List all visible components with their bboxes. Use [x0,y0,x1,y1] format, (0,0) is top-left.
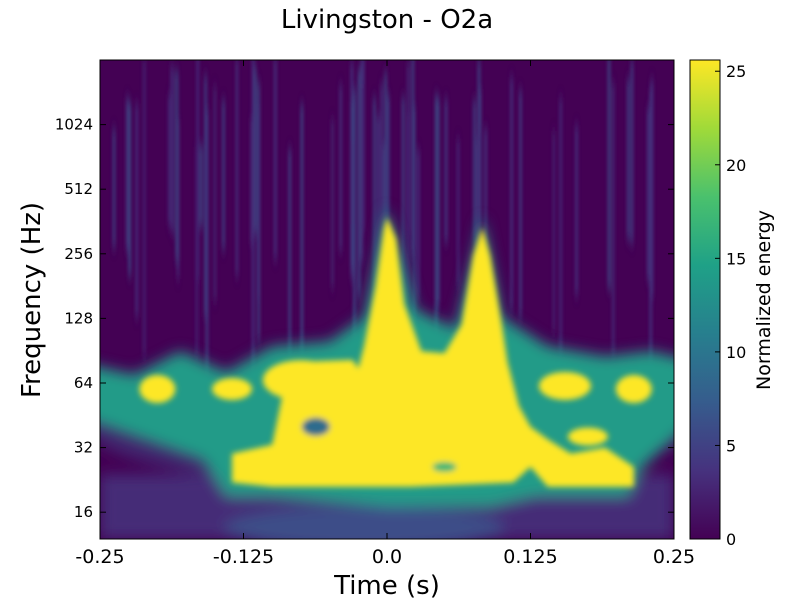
noise-streak [376,115,380,287]
energy-blob-left-3 [262,360,339,401]
noise-streak [360,84,364,231]
x-tick-label: 0.125 [503,546,557,568]
colorbar-tick-label: 15 [726,249,746,268]
noise-streak [575,125,579,296]
noise-streaks [112,60,654,386]
noise-streak [352,88,356,359]
noise-streak [253,66,257,234]
noise-streak [401,96,405,346]
colorbar-tick-label: 5 [726,436,736,455]
colorbar-tick-label: 25 [726,62,746,81]
colorbar-tick-label: 20 [726,156,746,175]
noise-streak [195,146,199,358]
noise-streak [386,94,390,232]
energy-blob-right-2 [615,375,652,404]
noise-streak [518,89,522,318]
noise-streak [379,83,383,347]
y-tick-label: 256 [64,245,93,263]
noise-streak [257,81,261,342]
x-tick-label: -0.125 [213,546,274,568]
noise-streak [330,119,334,289]
noise-streak [472,99,476,244]
y-tick-label: 128 [64,309,93,327]
noise-streak [288,148,292,365]
y-axis-label: Frequency (Hz) [17,202,47,398]
x-tick-label: 0.25 [653,546,695,568]
noise-streak [204,75,208,318]
energy-core [139,217,652,487]
energy-blob-right-1 [538,371,591,400]
colorbar [689,59,721,540]
noise-streak [199,144,203,227]
noise-streak [300,104,304,358]
colorbar-tick-label: 0 [726,530,736,549]
noise-streak [436,97,440,307]
noise-streak [611,82,615,356]
energy-core-body [232,217,634,487]
noise-streak [213,86,217,301]
x-tick-label: -0.25 [75,546,124,568]
noise-streak [128,102,132,277]
noise-streak [444,98,448,243]
noise-streak [372,97,376,386]
noise-streak [384,71,388,241]
x-axis-label: Time (s) [333,571,440,600]
noise-streak [650,79,654,298]
noise-streak [646,106,650,281]
noise-streak [112,128,116,249]
y-tick-label: 512 [64,180,93,198]
y-tick-label: 64 [74,374,93,392]
dip-region-2 [432,461,457,472]
noise-streak [167,94,171,226]
low-freq-blob [224,506,504,539]
noise-streak [552,131,556,334]
noise-streak [626,78,630,240]
y-tick-label: 32 [74,439,93,457]
noise-streak [251,60,255,386]
noise-streak [484,128,488,265]
noise-streak [607,60,611,290]
y-axis-ticks: 16 32 64 128 256 512 1024 [55,116,674,521]
noise-streak [351,140,355,225]
noise-streak [478,89,482,230]
colorbar-ticks: 0 5 10 15 20 25 [715,62,746,549]
noise-streak [559,97,563,356]
noise-streak [222,99,226,251]
x-tick-label: 0.0 [372,546,402,568]
colorbar-tick-label: 10 [726,343,746,362]
noise-streak [456,138,460,287]
noise-streak [510,76,514,310]
colorbar-label: Normalized energy [753,210,775,390]
noise-streak [135,103,139,318]
noise-streak [357,69,361,297]
noise-streak [339,84,343,252]
noise-streak [411,60,415,256]
noise-streak [416,149,420,300]
energy-blob-right-3 [567,427,608,446]
chart-title: Livingston - O2a [281,5,493,35]
energy-blob-left-2 [212,378,253,401]
noise-streak [434,94,438,355]
noise-streak [406,112,410,296]
energy-blob-left-1 [139,375,176,404]
noise-streak [273,60,277,260]
dip-region-1 [301,417,330,436]
noise-streak [630,60,634,245]
noise-streak [250,117,254,245]
noise-streak [142,60,146,357]
y-tick-label: 1024 [55,116,93,134]
noise-streak [235,60,239,277]
x-axis-ticks: -0.25 -0.125 0.0 0.125 0.25 [75,60,695,568]
y-tick-label: 16 [74,503,93,521]
noise-streak [125,97,129,251]
noise-streak [175,70,179,262]
noise-streak [171,69,175,235]
noise-streak [476,128,480,252]
plot-area [100,60,674,539]
